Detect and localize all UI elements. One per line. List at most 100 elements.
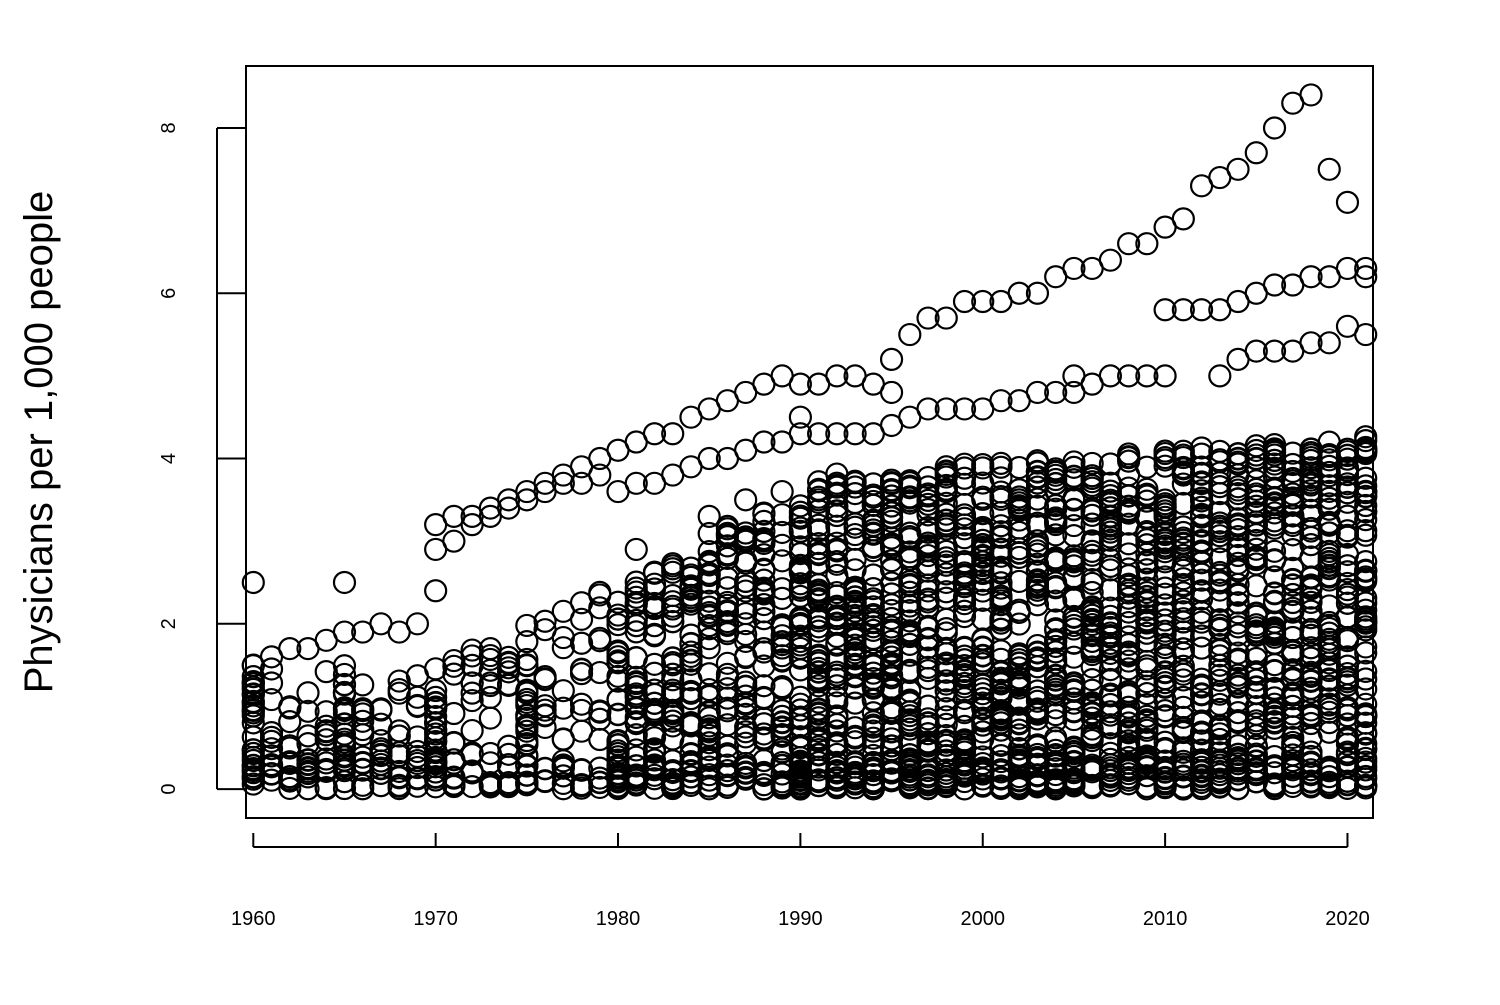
data-point xyxy=(1335,523,1360,547)
data-point xyxy=(351,773,375,797)
data-point xyxy=(1335,456,1360,480)
data-point xyxy=(332,662,357,687)
y-tick-label: 0 xyxy=(158,784,180,795)
data-point xyxy=(679,648,703,672)
data-point xyxy=(1171,515,1195,539)
data-point xyxy=(1189,495,1214,519)
data-point xyxy=(424,711,448,735)
data-point xyxy=(1098,716,1122,740)
data-point xyxy=(642,622,667,646)
data-point xyxy=(843,522,867,547)
data-point xyxy=(478,673,502,698)
data-point xyxy=(952,592,977,616)
data-point xyxy=(387,724,411,748)
data-point xyxy=(1335,256,1360,281)
data-point xyxy=(843,422,867,446)
data-point xyxy=(934,562,958,586)
data-point xyxy=(241,671,265,695)
data-point xyxy=(752,430,776,454)
data-point xyxy=(1189,298,1214,322)
data-point xyxy=(1354,722,1378,746)
data-point xyxy=(1262,456,1287,480)
data-point xyxy=(314,700,338,724)
data-point xyxy=(861,667,885,691)
data-point xyxy=(807,513,831,537)
data-point xyxy=(351,709,375,733)
data-point xyxy=(971,627,995,651)
data-point xyxy=(971,588,995,612)
data-point xyxy=(606,650,630,674)
data-point xyxy=(569,607,594,631)
data-point xyxy=(752,726,776,750)
data-point xyxy=(770,479,794,504)
data-point xyxy=(332,654,357,678)
data-point xyxy=(971,636,995,660)
data-point xyxy=(989,733,1013,758)
data-point xyxy=(1244,640,1268,665)
data-point xyxy=(752,686,776,711)
data-point xyxy=(1299,265,1323,289)
data-point xyxy=(1354,322,1378,347)
data-point xyxy=(952,517,977,541)
data-point xyxy=(1281,715,1305,739)
data-point xyxy=(533,609,557,633)
data-point xyxy=(1226,525,1250,549)
data-point xyxy=(1189,436,1214,460)
y-tick-label: 8 xyxy=(158,122,180,133)
data-point xyxy=(1062,756,1086,780)
x-tick-label: 2020 xyxy=(1325,908,1370,930)
data-point xyxy=(825,674,849,698)
data-point xyxy=(1354,692,1378,716)
data-point xyxy=(879,549,904,573)
data-point xyxy=(332,570,357,595)
data-point xyxy=(770,675,794,699)
data-point xyxy=(825,422,849,446)
data-point xyxy=(1062,744,1086,768)
data-point xyxy=(697,763,721,787)
data-point xyxy=(642,699,667,724)
data-point xyxy=(642,594,667,619)
data-point xyxy=(1025,773,1050,797)
data-point xyxy=(989,455,1013,479)
data-point xyxy=(1317,157,1341,181)
data-point xyxy=(1354,711,1378,735)
data-point xyxy=(241,765,265,789)
data-point xyxy=(934,617,958,641)
data-point xyxy=(807,422,831,446)
data-point xyxy=(952,604,977,629)
data-point xyxy=(1262,116,1287,140)
data-point xyxy=(624,471,648,495)
data-point xyxy=(241,772,265,796)
data-point xyxy=(1135,580,1159,605)
data-point xyxy=(515,654,539,678)
data-point xyxy=(971,643,995,667)
data-point xyxy=(1354,425,1378,449)
data-point xyxy=(752,501,776,525)
x-tick-label: 1960 xyxy=(231,908,276,930)
data-point xyxy=(1354,737,1378,762)
data-point xyxy=(606,641,630,665)
data-point xyxy=(1135,604,1159,628)
data-point xyxy=(1007,667,1031,691)
data-point xyxy=(679,631,703,656)
x-tick-label: 1980 xyxy=(596,908,641,930)
data-point xyxy=(770,520,794,545)
data-point xyxy=(916,492,940,517)
data-point xyxy=(515,613,539,638)
data-point xyxy=(442,662,466,686)
data-point xyxy=(679,640,703,664)
data-point xyxy=(916,475,940,499)
data-point xyxy=(861,715,885,739)
data-point xyxy=(861,701,885,725)
data-point xyxy=(1117,695,1141,719)
data-point xyxy=(1226,157,1250,181)
data-point xyxy=(1098,682,1122,706)
data-point xyxy=(1244,601,1268,625)
data-point xyxy=(1299,331,1323,355)
data-point xyxy=(770,648,794,672)
x-axis: 1960 1970 1980 1990 2000 2010 2020 xyxy=(231,833,1370,930)
data-point xyxy=(879,556,904,581)
data-point xyxy=(1354,565,1378,589)
data-point xyxy=(241,683,265,707)
